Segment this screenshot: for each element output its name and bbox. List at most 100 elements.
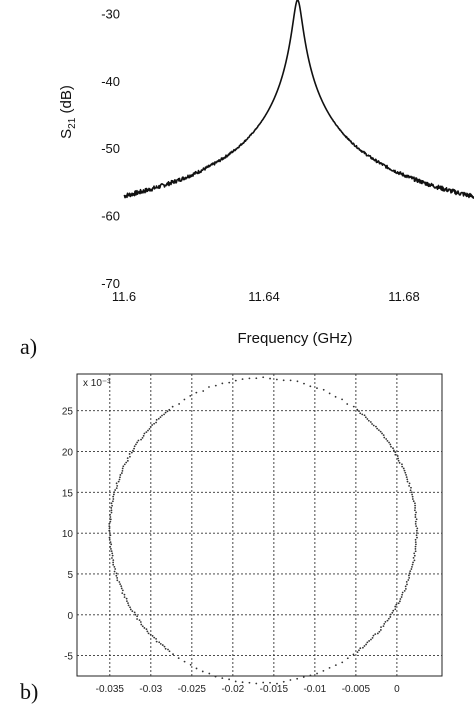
panel-b-data-point xyxy=(316,672,318,675)
panel-b-data-point xyxy=(366,418,369,420)
panel-b-data-point xyxy=(116,579,119,582)
panel-b-data-point xyxy=(114,568,117,570)
panel-b-data-point xyxy=(411,495,414,498)
panel-b-data-point xyxy=(208,386,210,388)
panel-b-data-point xyxy=(115,487,118,490)
panel-b-data-point xyxy=(109,513,111,516)
panel-b-data-point xyxy=(201,670,204,673)
panel-b-data-point xyxy=(161,414,163,417)
panel-b-data-point xyxy=(189,394,192,397)
panel-b-data-point xyxy=(110,509,113,512)
panel-b-data-point xyxy=(401,465,404,468)
panel-b-data-point xyxy=(167,648,169,651)
panel-b-x-tick-label: -0.03 xyxy=(139,684,162,695)
panel-b-data-point xyxy=(135,443,137,446)
panel-b-data-point xyxy=(408,572,411,575)
panel-b-data-point xyxy=(365,643,368,646)
panel-a-y-ticks: -30 -40 -50 -60 -70 xyxy=(101,6,120,291)
panel-b-data-point xyxy=(118,478,121,481)
panel-b-data-point xyxy=(404,588,407,590)
panel-b-data-point xyxy=(415,543,417,546)
panel-b-data-point xyxy=(202,390,205,392)
panel-b-data-point xyxy=(410,486,412,489)
panel-b-data-point xyxy=(367,419,370,422)
panel-b-data-point xyxy=(214,384,217,387)
panel-b-y-tick-label: 20 xyxy=(62,448,74,459)
panel-b-data-point xyxy=(234,379,237,382)
panel-b-data-point xyxy=(108,538,111,541)
panel-b-data-point xyxy=(387,617,390,620)
panel-b-x-ticks: -0.035 -0.03 -0.025 -0.02 -0.015 -0.01 -0.005 0 xyxy=(96,684,400,695)
panel-b: 25 20 15 10 5 0 -5 -0.035 -0.03 -0.025 -0.02 -0.01… xyxy=(20,373,443,704)
panel-b-data-point xyxy=(119,583,122,586)
panel-b-data-point xyxy=(125,461,128,464)
panel-b-data-point xyxy=(113,565,116,568)
panel-b-data-point xyxy=(109,516,112,518)
panel-b-data-point xyxy=(111,500,114,503)
panel-b-data-point xyxy=(141,436,144,439)
panel-b-data-point xyxy=(379,629,382,631)
panel-b-data-point xyxy=(316,387,318,389)
panel-b-data-point xyxy=(131,610,134,613)
panel-b-data-point xyxy=(289,379,292,382)
panel-b-data-point xyxy=(361,413,364,416)
panel-b-data-point xyxy=(414,538,417,541)
panel-b-data-point xyxy=(275,378,278,381)
panel-b-data-point xyxy=(398,461,401,464)
panel-b-data-point xyxy=(414,513,417,516)
panel-b-data-point xyxy=(163,413,165,416)
panel-a-label: a) xyxy=(20,334,37,359)
panel-b-data-point xyxy=(248,681,251,684)
panel-b-data-point xyxy=(115,572,118,575)
panel-b-data-point xyxy=(386,439,389,442)
panel-b-data-point xyxy=(116,577,119,579)
panel-b-data-point xyxy=(411,563,414,566)
panel-b-data-point xyxy=(356,408,359,411)
panel-b-data-point xyxy=(289,679,292,681)
panel-b-data-point xyxy=(359,647,362,650)
panel-b-data-point xyxy=(214,675,217,678)
panel-b-data-point xyxy=(403,590,406,592)
panel-b-data-point xyxy=(116,485,119,487)
panel-b-y-tick-label: 5 xyxy=(67,570,73,581)
panel-b-data-point xyxy=(164,647,167,650)
panel-b-data-point xyxy=(126,459,129,462)
panel-b-data-point xyxy=(386,619,389,622)
panel-b-data-point xyxy=(151,424,154,426)
panel-a-y-tick-label: -50 xyxy=(101,141,120,156)
panel-b-data-point xyxy=(404,585,407,588)
panel-b-data-point xyxy=(415,511,417,514)
panel-b-data-point xyxy=(109,541,112,543)
panel-b-data-point xyxy=(112,563,115,566)
y-label-unit: (dB) xyxy=(58,85,75,118)
panel-b-data-point xyxy=(120,585,123,588)
panel-b-data-point xyxy=(296,677,299,680)
panel-b-data-point xyxy=(109,518,112,521)
panel-b-data-point xyxy=(375,425,377,428)
panel-b-data-point xyxy=(408,482,411,485)
panel-b-data-point xyxy=(414,523,417,525)
panel-b-data-point xyxy=(111,554,114,557)
panel-b-data-point xyxy=(411,493,413,496)
panel-b-data-point xyxy=(322,388,325,391)
panel-b-data-point xyxy=(411,498,414,500)
panel-b-x-tick-label: -0.035 xyxy=(96,684,125,695)
panel-b-data-point xyxy=(126,457,129,460)
panel-b-data-point xyxy=(392,449,395,452)
panel-b-data-point xyxy=(282,379,285,382)
panel-b-data-point xyxy=(334,395,337,398)
panel-b-data-point xyxy=(136,441,139,444)
panel-b-data-point xyxy=(110,502,113,505)
panel-b-data-points xyxy=(108,376,419,685)
panel-a-x-axis-label: Frequency (GHz) xyxy=(237,330,352,347)
panel-b-data-point xyxy=(178,403,181,405)
panel-b-data-point xyxy=(228,381,231,384)
panel-b-data-point xyxy=(108,532,111,534)
panel-b-data-point xyxy=(372,634,375,637)
panel-a-x-ticks: 11.6 11.64 11.68 xyxy=(112,289,420,304)
panel-b-data-point xyxy=(155,640,158,643)
panel-b-data-point xyxy=(133,611,136,614)
panel-b-data-point xyxy=(376,632,379,635)
panel-b-data-point xyxy=(406,583,408,586)
